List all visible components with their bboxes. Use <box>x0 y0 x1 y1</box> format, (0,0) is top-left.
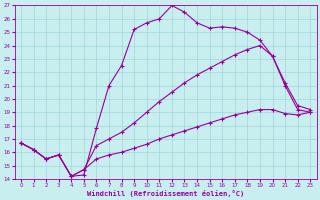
X-axis label: Windchill (Refroidissement éolien,°C): Windchill (Refroidissement éolien,°C) <box>87 190 244 197</box>
